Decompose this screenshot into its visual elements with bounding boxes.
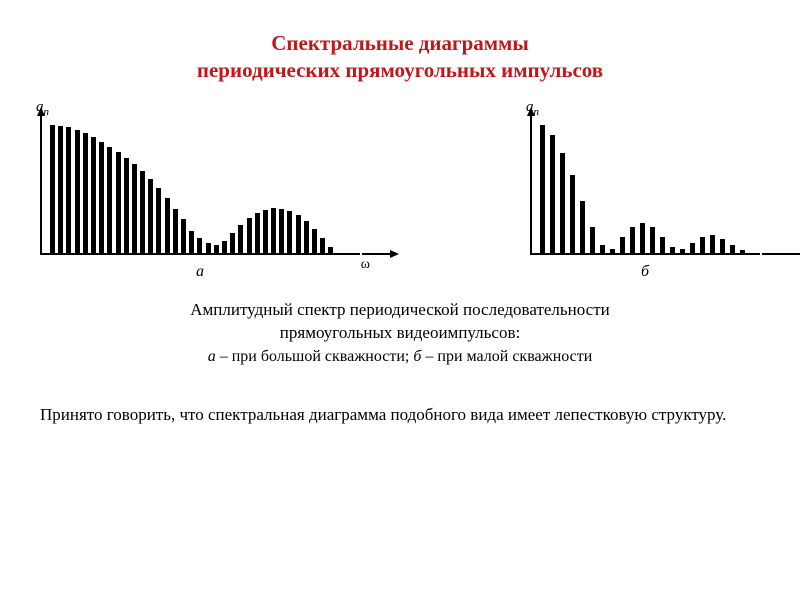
chart-b-sublabel: б [530,263,760,281]
charts-row: an ω а an ω б [40,115,760,281]
spectrum-bar [99,142,104,253]
spectrum-bar [590,227,595,253]
footnote: Принято говорить, что спектральная диагр… [40,404,760,427]
spectrum-bar [230,233,235,253]
spectrum-bar [580,201,585,253]
caption-a-text: – при большой скважности; [216,348,414,365]
spectrum-bar [173,209,178,253]
spectrum-bar [690,243,695,253]
spectrum-bar [140,171,145,253]
spectrum-bar [181,219,186,253]
spectrum-bar [75,130,80,253]
bars-b [532,115,745,253]
spectrum-bar [271,208,276,253]
spectrum-bar [279,209,284,253]
caption-b-text: – при малой скважности [421,348,592,365]
caption-line-3: а – при большой скважности; б – при мало… [40,346,760,368]
spectrum-bar [189,231,194,253]
spectrum-bar [570,175,575,253]
spectrum-bar [214,245,219,253]
spectrum-bar [287,211,292,253]
spectrum-bar [263,210,268,253]
spectrum-bar [550,135,555,253]
page-title: Спектральные диаграммы периодических пря… [40,30,760,85]
spectrum-bar [730,245,735,253]
spectrum-bar [238,225,243,253]
spectrum-bar [670,247,675,253]
x-axis-extension-a [362,253,392,255]
spectrum-bar [132,164,137,253]
spectrum-bar [206,243,211,253]
spectrum-bar [720,239,725,253]
spectrum-bar [116,152,121,253]
spectrum-bar [610,249,615,253]
spectrum-bar [66,127,71,253]
spectrum-bar [58,126,63,253]
spectrum-bar [640,223,645,253]
title-line-1: Спектральные диаграммы [40,30,760,57]
spectrum-bar [600,245,605,253]
spectrum-bar [83,133,88,253]
spectrum-bar [255,213,260,253]
spectrum-bar [222,241,227,253]
title-line-2: периодических прямоугольных импульсов [40,57,760,84]
caption-line-2: прямоугольных видеоимпульсов: [40,322,760,345]
spectrum-bar [197,238,202,253]
x-axis-label-a: ω [361,257,370,273]
x-axis-extension-b [762,253,800,255]
spectrum-bar [296,215,301,253]
caption-line-1: Амплитудный спектр периодической последо… [40,299,760,322]
spectrum-bar [700,237,705,253]
spectrum-bar [620,237,625,253]
spectrum-bar [107,147,112,253]
chart-a-sublabel: а [40,263,360,281]
chart-a: an ω [40,115,360,255]
chart-a-wrap: an ω а [40,115,360,281]
spectrum-bar [540,125,545,253]
spectrum-bar [320,238,325,253]
spectrum-bar [740,250,745,253]
bars-a [42,115,333,253]
spectrum-bar [680,249,685,253]
spectrum-bar [304,221,309,253]
spectrum-bar [710,235,715,253]
chart-b: an ω [530,115,760,255]
spectrum-bar [312,229,317,253]
spectrum-bar [156,188,161,253]
x-arrow-icon [390,250,399,258]
spectrum-bar [630,227,635,253]
spectrum-bar [50,125,55,253]
caption-a-italic: а [208,348,216,365]
spectrum-bar [124,158,129,253]
spectrum-bar [650,227,655,253]
spectrum-bar [247,218,252,253]
spectrum-bar [165,198,170,253]
spectrum-bar [560,153,565,253]
chart-b-wrap: an ω б [530,115,760,281]
spectrum-bar [660,237,665,253]
figure-caption: Амплитудный спектр периодической последо… [40,299,760,368]
spectrum-bar [91,137,96,253]
spectrum-bar [148,179,153,253]
spectrum-bar [328,247,333,253]
